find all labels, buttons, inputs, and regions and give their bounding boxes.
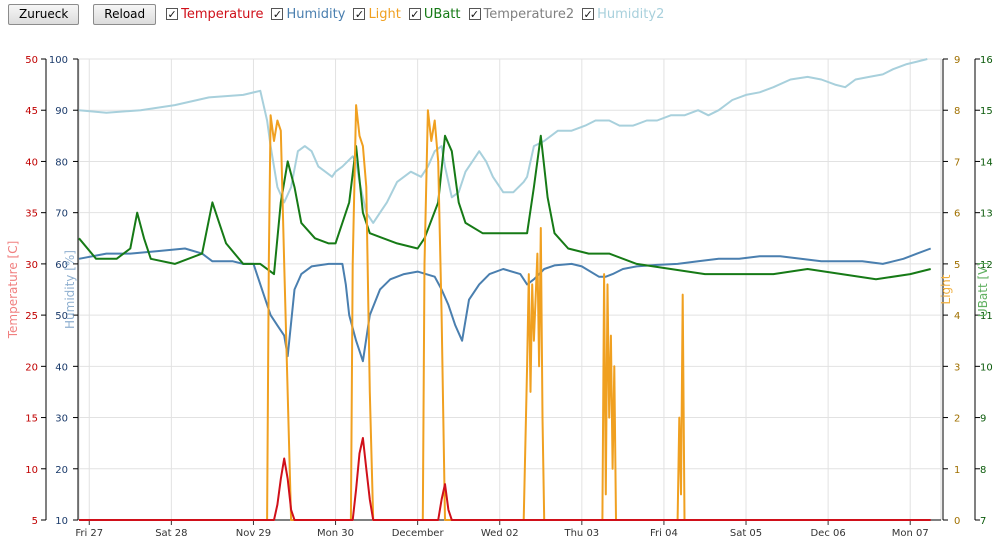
ubatt-tick-label: 14: [980, 157, 993, 168]
ubatt-axis-title: UBatt [V]: [976, 262, 990, 317]
reload-button[interactable]: Reload: [93, 3, 157, 25]
checkbox-icon[interactable]: ✓: [353, 7, 366, 21]
series-toggle-label: UBatt: [423, 6, 461, 22]
temperature-tick-label: 10: [25, 465, 38, 476]
light-tick-label: 3: [954, 362, 960, 373]
light-tick-label: 6: [954, 209, 960, 220]
temperature-axis-title: Temperature [C]: [6, 241, 20, 340]
x-tick-label: Sat 28: [155, 528, 187, 539]
x-tick-label: Dec 06: [810, 528, 845, 539]
humidity-tick-label: 30: [55, 414, 68, 425]
x-tick-label: Sat 05: [730, 528, 762, 539]
ubatt-tick-label: 7: [980, 516, 986, 527]
temperature-tick-label: 45: [25, 106, 38, 117]
humidity-tick-label: 70: [55, 209, 68, 220]
humidity-tick-label: 10: [55, 516, 68, 527]
x-tick-label: Mon 07: [892, 528, 929, 539]
x-tick-label: Nov 29: [236, 528, 271, 539]
temperature-tick-label: 20: [25, 362, 38, 373]
back-button[interactable]: Zurueck: [8, 3, 80, 25]
series-toggle-label: Temperature: [181, 6, 264, 22]
humidity-tick-label: 60: [55, 260, 68, 271]
ubatt-tick-label: 13: [980, 209, 993, 220]
light-tick-label: 5: [954, 260, 960, 271]
humidity-tick-label: 40: [55, 362, 68, 373]
ubatt-tick-label: 15: [980, 106, 993, 117]
light-tick-label: 8: [954, 106, 960, 117]
humidity-tick-label: 100: [49, 55, 68, 66]
toolbar: Zurueck Reload ✓ Temperature ✓ Humidity ✓ Lig…: [8, 3, 672, 25]
x-tick-label: Wed 02: [481, 528, 519, 539]
checkbox-icon[interactable]: ✓: [166, 7, 179, 21]
ubatt-tick-label: 10: [980, 362, 993, 373]
series-line-temperature: [79, 437, 931, 521]
series-toggle-temperature[interactable]: ✓ Temperature: [166, 7, 263, 22]
x-tick-label: Fri 27: [75, 528, 103, 539]
temperature-tick-label: 40: [25, 157, 38, 168]
temperature-tick-label: 35: [25, 209, 38, 220]
light-tick-label: 4: [954, 311, 960, 322]
series-line-ubatt: [78, 134, 931, 281]
x-tick-label: Fri 04: [650, 528, 678, 539]
x-tick-label: Thu 03: [563, 528, 599, 539]
temperature-tick-label: 50: [25, 55, 38, 66]
ubatt-tick-label: 16: [980, 55, 993, 66]
light-tick-label: 9: [954, 55, 960, 66]
series-toggle-ubatt[interactable]: ✓ UBatt: [408, 6, 461, 22]
series-toggle-temperature2[interactable]: ✓ Temperature2: [468, 6, 575, 22]
temperature-tick-label: 25: [25, 311, 38, 322]
temperature-tick-label: 5: [32, 516, 38, 527]
series-toggle-humidity2[interactable]: ✓ Humidity2: [582, 7, 664, 22]
ubatt-tick-label: 8: [980, 465, 986, 476]
light-tick-label: 0: [954, 516, 960, 527]
humidity-tick-label: 20: [55, 465, 68, 476]
humidity-axis-title: Humidity [%]: [63, 250, 77, 329]
checkbox-icon[interactable]: ✓: [582, 7, 595, 21]
light-tick-label: 7: [954, 157, 960, 168]
series-toggle-label: Humidity: [286, 6, 346, 22]
ubatt-tick-label: 11: [980, 311, 993, 322]
x-tick-label: Mon 30: [317, 528, 354, 539]
series-toggle-light[interactable]: ✓ Light: [353, 6, 401, 22]
checkbox-icon[interactable]: ✓: [271, 7, 284, 21]
humidity-tick-label: 50: [55, 311, 68, 322]
x-tick-label: December: [392, 528, 445, 539]
humidity-tick-label: 90: [55, 106, 68, 117]
checkbox-icon[interactable]: ✓: [408, 7, 421, 21]
light-tick-label: 1: [954, 465, 960, 476]
temperature-tick-label: 30: [25, 260, 38, 271]
series-line-humidity2: [78, 58, 928, 224]
series-toggle-label: Temperature2: [483, 6, 575, 22]
ubatt-tick-label: 12: [980, 260, 993, 271]
series-toggle-label: Humidity2: [597, 6, 665, 22]
plot-area: [78, 58, 942, 521]
series-toggle-humidity[interactable]: ✓ Humidity: [271, 7, 345, 22]
series-toggles: ✓ Temperature ✓ Humidity ✓ Light ✓ UBatt ✓ Temper…: [166, 7, 672, 22]
ubatt-tick-label: 9: [980, 414, 986, 425]
checkbox-icon[interactable]: ✓: [468, 7, 481, 21]
series-toggle-label: Light: [368, 6, 401, 22]
light-tick-label: 2: [954, 414, 960, 425]
temperature-tick-label: 15: [25, 414, 38, 425]
humidity-tick-label: 80: [55, 157, 68, 168]
light-axis-title: Light: [939, 274, 953, 304]
